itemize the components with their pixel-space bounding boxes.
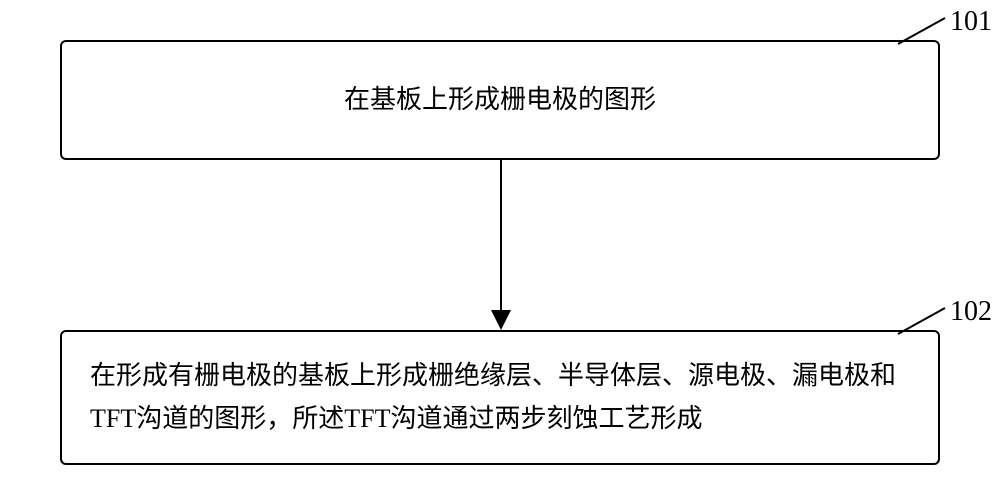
- ref-label-101: 101: [950, 6, 992, 38]
- flow-arrow: [500, 160, 502, 312]
- flow-step-101: 在基板上形成栅电极的图形: [60, 40, 940, 160]
- flow-step-102: 在形成有栅电极的基板上形成栅绝缘层、半导体层、源电极、漏电极和TFT沟道的图形，…: [60, 330, 940, 465]
- flowchart-canvas: 在基板上形成栅电极的图形 101 在形成有栅电极的基板上形成栅绝缘层、半导体层、…: [0, 0, 1000, 502]
- flow-step-101-text: 在基板上形成栅电极的图形: [344, 79, 656, 122]
- flow-step-102-text: 在形成有栅电极的基板上形成栅绝缘层、半导体层、源电极、漏电极和TFT沟道的图形，…: [90, 355, 910, 441]
- flow-arrow-head-icon: [491, 310, 511, 330]
- ref-label-102: 102: [950, 296, 992, 328]
